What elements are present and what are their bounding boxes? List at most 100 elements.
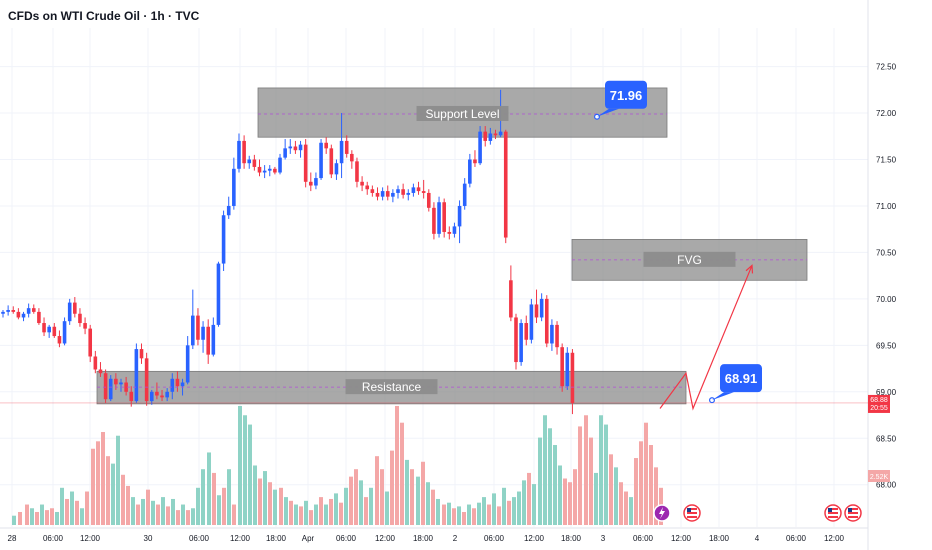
- volume-bar: [349, 476, 353, 525]
- candle: [303, 144, 308, 182]
- y-tick-label: 70.50: [876, 248, 897, 257]
- volume-bar: [568, 482, 572, 525]
- candle: [488, 133, 493, 141]
- y-tick-label: 68.00: [876, 481, 897, 490]
- zone-label-bg: [345, 379, 438, 395]
- volume-bar: [558, 465, 562, 525]
- volume-bar: [375, 456, 379, 525]
- volume-bar: [299, 506, 303, 525]
- us-flag-canton: [828, 508, 832, 512]
- volume-bar: [472, 508, 476, 525]
- candle: [370, 189, 375, 193]
- x-tick-label: 28: [8, 534, 17, 543]
- volume-bar: [619, 482, 623, 525]
- volume-bar: [126, 485, 130, 525]
- candle: [462, 183, 467, 206]
- candle: [391, 192, 395, 197]
- volume-bar: [146, 489, 150, 525]
- callout-value: 68.91: [725, 371, 758, 386]
- candle: [114, 378, 118, 385]
- chart-title: CFDs on WTI Crude Oil · 1h · TVC: [8, 9, 200, 23]
- candle: [88, 328, 93, 357]
- candle: [21, 313, 26, 318]
- price-tag-value: 68.88: [870, 397, 888, 404]
- volume-bar: [55, 511, 59, 525]
- us-flag-stripe: [828, 512, 838, 514]
- x-tick-label: 06:00: [633, 534, 654, 543]
- candle: [411, 187, 416, 193]
- candle: [170, 378, 175, 392]
- volume-bar: [75, 500, 79, 525]
- candle: [365, 185, 370, 190]
- candle: [247, 159, 252, 164]
- volume-bar: [268, 482, 272, 525]
- candle: [42, 323, 46, 333]
- candle: [503, 131, 508, 238]
- volume-bar: [121, 474, 125, 525]
- volume-bar: [482, 497, 486, 525]
- zones-layer: [96, 87, 808, 405]
- volume-bar: [604, 424, 608, 525]
- us-flag-stripe: [828, 516, 838, 518]
- x-tick-label: 4: [755, 534, 760, 543]
- volume-bar: [30, 508, 34, 525]
- candle: [129, 391, 134, 402]
- candle: [242, 140, 246, 164]
- event-icons: [653, 504, 862, 522]
- x-tick-label: 06:00: [484, 534, 505, 543]
- volume-bar: [45, 510, 49, 525]
- candle: [149, 391, 154, 402]
- candle: [237, 140, 241, 169]
- candle: [401, 189, 405, 195]
- candle: [493, 133, 498, 136]
- candle: [324, 142, 328, 149]
- candle: [62, 321, 67, 344]
- x-tick-label: Apr: [302, 534, 315, 543]
- projection-arrowhead: [745, 264, 754, 274]
- candle: [555, 324, 559, 348]
- candle: [350, 153, 354, 162]
- us-flag-canton: [687, 508, 691, 512]
- candle: [534, 304, 539, 318]
- y-tick-label: 69.00: [876, 388, 897, 397]
- volume-bar: [196, 487, 200, 525]
- volume-bar: [594, 472, 598, 525]
- volume-bar: [492, 493, 496, 525]
- volume-bar: [462, 511, 466, 525]
- volume-bar: [70, 491, 74, 525]
- x-tick-label: 18:00: [709, 534, 730, 543]
- y-tick-label: 68.50: [876, 434, 897, 443]
- candle: [550, 324, 554, 344]
- volume-tag-value: 2.52K: [870, 474, 889, 481]
- candle: [262, 170, 267, 173]
- candle: [509, 280, 513, 318]
- volume-bar: [25, 504, 29, 525]
- volume-bar: [390, 450, 394, 525]
- candle: [473, 159, 477, 164]
- volume-bar: [364, 497, 368, 525]
- candle: [108, 378, 113, 400]
- volume-bar: [497, 506, 501, 525]
- candle: [426, 192, 431, 208]
- candle: [329, 148, 334, 175]
- y-tick-label: 71.00: [876, 202, 897, 211]
- volume-bar: [253, 465, 257, 525]
- candle: [211, 324, 216, 355]
- volume-bar: [354, 469, 358, 525]
- volume-layer: [12, 405, 663, 525]
- volume-tag: [868, 470, 890, 482]
- volume-bar: [359, 480, 363, 525]
- volume-bar: [426, 482, 430, 525]
- projection-path: [659, 265, 753, 411]
- volume-bar: [599, 415, 603, 525]
- candle: [298, 144, 303, 151]
- volume-bar: [431, 489, 435, 525]
- candle: [180, 382, 185, 387]
- volume-bar: [452, 508, 456, 525]
- x-axis: 28 06:00 12:00 30 06:00 12:00 18:00 Apr 06:00 12:…: [8, 534, 845, 543]
- volume-bar: [201, 469, 205, 525]
- volume-bar: [410, 469, 414, 525]
- candle: [11, 310, 16, 312]
- candle: [565, 352, 570, 387]
